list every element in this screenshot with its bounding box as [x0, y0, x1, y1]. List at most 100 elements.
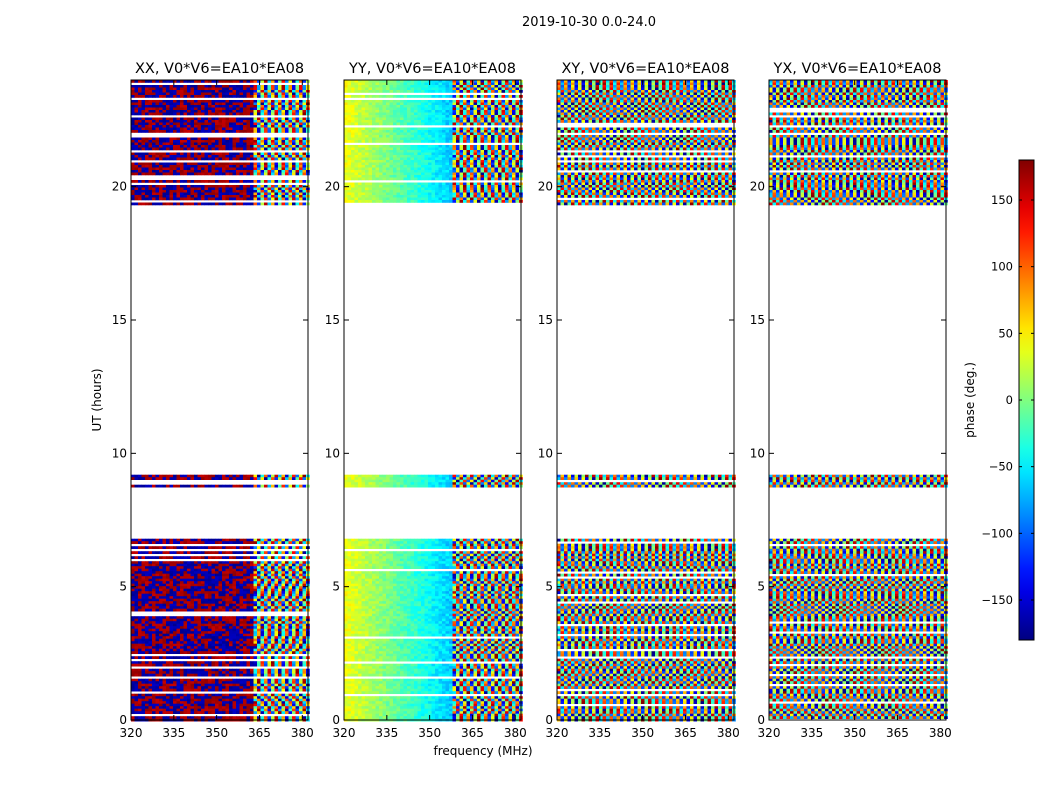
heatmap-cell: [264, 601, 268, 604]
heatmap-cell: [274, 185, 279, 188]
heatmap-cell: [187, 631, 191, 634]
heatmap-cell: [162, 581, 167, 584]
heatmap-cell: [187, 551, 191, 554]
heatmap-cell: [173, 608, 177, 612]
heatmap-cell: [285, 80, 289, 83]
heatmap-cell: [166, 556, 170, 559]
heatmap-cell: [257, 571, 261, 574]
heatmap-cell: [131, 603, 135, 607]
heatmap-cell: [271, 693, 275, 697]
heatmap-cell: [257, 130, 261, 133]
heatmap-cell: [278, 631, 282, 634]
heatmap-cell: [271, 155, 275, 158]
heatmap-cell: [271, 170, 275, 173]
heatmap-cell: [148, 187, 153, 191]
heatmap-cell: [208, 673, 212, 677]
heatmap-cell: [141, 125, 146, 128]
heatmap-cell: [201, 716, 205, 719]
heatmap-cell: [281, 147, 286, 151]
heatmap-cell: [155, 185, 160, 188]
heatmap-cell: [302, 638, 307, 642]
heatmap-cell: [215, 556, 219, 559]
heatmap-cell: [134, 683, 139, 687]
heatmap-cell: [222, 474, 226, 478]
heatmap-cell: [211, 95, 216, 98]
heatmap-cell: [257, 162, 261, 166]
heatmap-cell: [141, 185, 146, 188]
heatmap-cell: [197, 711, 202, 714]
heatmap-cell: [218, 127, 223, 131]
heatmap-cell: [253, 162, 258, 166]
heatmap-cell: [169, 593, 174, 597]
heatmap-cell: [134, 102, 139, 106]
heatmap-cell: [215, 643, 219, 647]
heatmap-cell: [145, 474, 149, 478]
heatmap-cell: [176, 628, 181, 632]
heatmap-cell: [141, 546, 146, 549]
heatmap-cell: [299, 638, 303, 642]
heatmap-cell: [246, 671, 251, 674]
heatmap-cell: [169, 95, 174, 98]
heatmap-cell: [246, 127, 251, 131]
heatmap-cell: [176, 142, 181, 146]
heatmap-cell: [187, 581, 191, 584]
heatmap-cell: [281, 678, 286, 682]
heatmap-cell: [183, 571, 188, 574]
heatmap-cell: [232, 643, 237, 647]
heatmap-cell: [134, 80, 139, 83]
heatmap-cell: [215, 661, 219, 664]
heatmap-cell: [295, 185, 300, 188]
heatmap-cell: [197, 172, 202, 176]
heatmap-cell: [180, 693, 184, 697]
heatmap-cell: [281, 591, 286, 594]
heatmap-cell: [253, 656, 258, 659]
heatmap-cell: [271, 668, 275, 672]
heatmap-cell: [201, 696, 205, 699]
heatmap-cell: [176, 551, 181, 554]
heatmap-cell: [271, 568, 275, 572]
heatmap-cell: [183, 656, 188, 659]
heatmap-cell: [295, 162, 300, 166]
heatmap-cell: [194, 566, 198, 569]
heatmap-cell: [176, 578, 181, 582]
heatmap-cell: [222, 608, 226, 612]
heatmap-cell: [218, 105, 223, 108]
heatmap-cell: [215, 608, 219, 612]
heatmap-cell: [278, 616, 282, 619]
heatmap-cell: [183, 683, 188, 687]
heatmap-cell: [295, 698, 300, 702]
heatmap-cell: [260, 708, 265, 712]
heatmap-cell: [250, 623, 254, 627]
heatmap-cell: [155, 661, 160, 664]
heatmap-cell: [155, 576, 160, 579]
heatmap-cell: [131, 628, 135, 632]
heatmap-cell: [292, 80, 296, 83]
heatmap-cell: [236, 541, 240, 544]
heatmap-cell: [236, 92, 240, 96]
heatmap-cell: [288, 701, 293, 704]
heatmap-cell: [166, 581, 170, 584]
heatmap-cell: [176, 573, 181, 577]
heatmap-cell: [222, 102, 226, 106]
heatmap-cell: [260, 90, 265, 93]
heatmap-cell: [222, 152, 226, 156]
heatmap-cell: [197, 636, 202, 639]
heatmap-cell: [183, 581, 188, 584]
heatmap-cell: [274, 95, 279, 98]
heatmap-cell: [292, 152, 296, 156]
heatmap-cell: [180, 681, 184, 684]
heatmap-cell: [281, 573, 286, 577]
heatmap-cell: [299, 703, 303, 707]
heatmap-cell: [299, 593, 303, 597]
heatmap-cell: [183, 661, 188, 664]
heatmap-cell: [131, 187, 135, 191]
heatmap-cell: [173, 626, 177, 629]
heatmap-cell: [208, 701, 212, 704]
heatmap-cell: [176, 693, 181, 697]
heatmap-cell: [250, 633, 254, 637]
heatmap-cell: [201, 142, 205, 146]
heatmap-cell: [285, 581, 289, 584]
heatmap-cell: [285, 696, 289, 699]
heatmap-cell: [295, 122, 300, 126]
heatmap-cell: [208, 172, 212, 176]
